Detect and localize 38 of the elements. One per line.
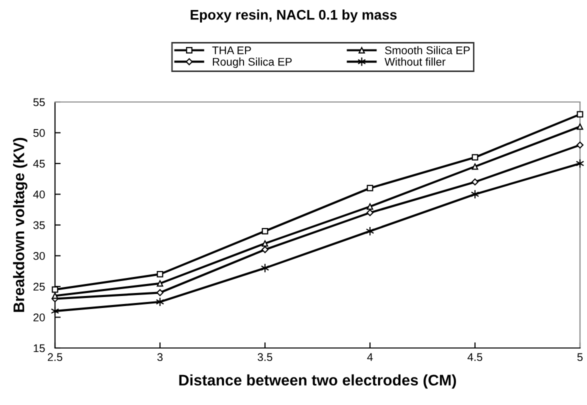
- point: [576, 123, 584, 130]
- point: [472, 163, 478, 170]
- x-tick-label: 3.5: [258, 353, 272, 362]
- point: [262, 246, 268, 254]
- legend-label: Smooth Silica EP: [385, 46, 470, 54]
- y-tick-label: 35: [33, 221, 45, 230]
- y-tick-label: 25: [33, 282, 45, 291]
- x-tick-label: 3: [157, 353, 163, 362]
- x-tick-label: 2.5: [48, 353, 62, 362]
- y-tick-label: 55: [33, 98, 45, 106]
- point: [262, 240, 268, 247]
- legend-label: THA EP: [212, 46, 251, 54]
- x-tick-label: 5: [577, 353, 583, 362]
- y-tick-label: 45: [33, 160, 45, 168]
- point: [472, 178, 478, 186]
- point: [576, 111, 584, 118]
- point: [156, 289, 164, 296]
- point: [156, 271, 164, 278]
- y-tick-label: 15: [34, 344, 45, 352]
- point: [52, 286, 58, 293]
- point: [576, 142, 584, 149]
- legend-label: Without filler: [384, 58, 446, 66]
- y-tick-label: 40: [33, 190, 45, 198]
- x-tick-label: 4: [367, 353, 373, 361]
- y-tick-label: 30: [33, 252, 45, 260]
- y-tick-label: 50: [33, 129, 45, 137]
- point: [156, 280, 164, 287]
- point: [366, 184, 374, 192]
- chart-title: Epoxy resin, NACL 0.1 by mass: [190, 10, 397, 22]
- point: [366, 203, 374, 210]
- point: [472, 154, 478, 161]
- legend-label: Rough Silica EP: [212, 58, 292, 68]
- y-tick-label: 20: [33, 314, 45, 322]
- x-axis-title: Distance between two electrodes (CM): [179, 374, 456, 389]
- point: [262, 228, 268, 234]
- point: [366, 209, 374, 216]
- y-axis-title: Breakdown voltage (KV): [13, 138, 28, 312]
- x-tick-label: 4.5: [468, 353, 482, 362]
